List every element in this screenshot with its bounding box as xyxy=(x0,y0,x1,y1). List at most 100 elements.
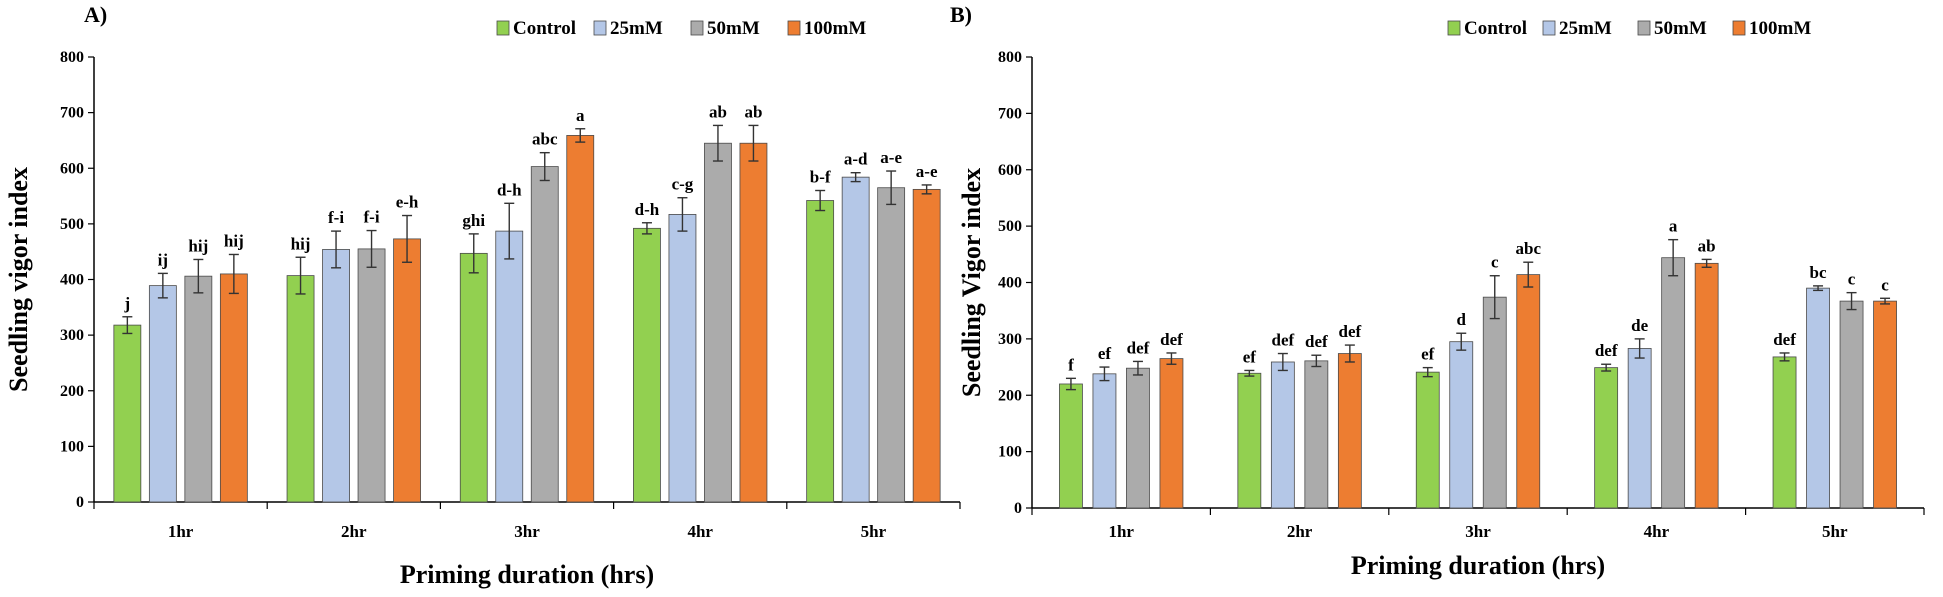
significance-label: ab xyxy=(1698,236,1716,255)
significance-label: a xyxy=(1669,217,1678,236)
significance-label: def xyxy=(1127,338,1150,357)
bar xyxy=(530,166,559,503)
bar xyxy=(113,324,142,503)
bar xyxy=(1627,348,1652,509)
x-category-label: 4hr xyxy=(687,522,713,541)
y-tick-label: 400 xyxy=(60,272,84,289)
bar xyxy=(357,248,386,503)
x-category-label: 5hr xyxy=(1822,522,1848,541)
significance-label: c xyxy=(1881,275,1889,294)
bar xyxy=(1839,300,1864,509)
chart-panel-b: B) 0 100 200 300 400 500 600 700 800 1hr 2hr 3hr 4hr 5… xyxy=(950,2,1925,580)
significance-label: a-d xyxy=(844,150,868,169)
x-category-label: 5hr xyxy=(861,522,887,541)
significance-label: def xyxy=(1595,341,1618,360)
y-tick-label: 200 xyxy=(60,383,84,400)
legend-label: 50mM xyxy=(1654,18,1707,39)
significance-label: d-h xyxy=(497,180,522,199)
bar xyxy=(877,187,906,503)
bar xyxy=(668,214,697,503)
bar xyxy=(1304,360,1329,509)
significance-label: e-h xyxy=(396,193,419,212)
y-tick-label: 0 xyxy=(76,494,84,511)
y-tick-label: 100 xyxy=(60,438,84,455)
significance-label: b-f xyxy=(810,168,831,187)
bar xyxy=(1126,367,1150,509)
y-axis-title: Seedling Vigor index xyxy=(957,168,986,397)
significance-label: ij xyxy=(158,250,168,269)
bar xyxy=(495,230,524,503)
significance-label: bc xyxy=(1810,263,1827,282)
bar xyxy=(1806,287,1830,509)
legend-label: Control xyxy=(513,18,576,39)
significance-label: def xyxy=(1305,332,1328,351)
legend-label: Control xyxy=(1464,18,1527,39)
legend-label: 25mM xyxy=(1559,18,1612,39)
bar xyxy=(1237,372,1262,509)
y-tick-label: 500 xyxy=(60,216,84,233)
legend-swatch xyxy=(593,20,607,36)
bar xyxy=(806,200,835,503)
significance-label: ef xyxy=(1421,345,1435,364)
y-tick-label: 700 xyxy=(998,105,1022,122)
bar xyxy=(1449,341,1474,509)
bar xyxy=(1661,257,1686,509)
significance-label: def xyxy=(1773,330,1796,349)
legend-label: 50mM xyxy=(707,18,760,39)
y-tick-label: 100 xyxy=(998,444,1022,461)
bar xyxy=(1415,371,1440,509)
significance-label: def xyxy=(1272,331,1295,350)
legend-label: 100mM xyxy=(804,18,866,39)
y-tick-label: 800 xyxy=(60,49,84,66)
x-category-label: 1hr xyxy=(168,522,194,541)
x-category-label: 1hr xyxy=(1108,522,1134,541)
bar xyxy=(1092,373,1117,509)
significance-label: def xyxy=(1339,322,1362,341)
x-category-label: 4hr xyxy=(1644,522,1670,541)
panel-label: A) xyxy=(84,2,107,27)
x-category-label: 3hr xyxy=(514,522,540,541)
significance-label: ghi xyxy=(462,211,485,230)
bar xyxy=(184,275,213,503)
significance-label: j xyxy=(124,294,131,313)
significance-label: c xyxy=(1848,270,1856,289)
x-category-label: 3hr xyxy=(1465,522,1491,541)
significance-label: c xyxy=(1491,253,1499,272)
bar xyxy=(566,135,595,503)
significance-label: ab xyxy=(744,102,762,121)
significance-label: hij xyxy=(291,234,311,253)
chart-panel-a: A) 0 100 200 300 400 500 600 700 800 1hr 2hr 3hr 4hr 5… xyxy=(4,2,961,589)
bar xyxy=(704,142,732,503)
legend-swatch xyxy=(496,20,510,36)
bar xyxy=(739,142,768,503)
bar xyxy=(1270,361,1295,509)
bar xyxy=(1516,274,1541,509)
y-axis-title: Seedling vigor index xyxy=(4,167,33,392)
legend-label: 100mM xyxy=(1749,18,1811,39)
y-tick-label: 600 xyxy=(60,160,84,177)
x-category-label: 2hr xyxy=(1287,522,1313,541)
y-tick-label: 200 xyxy=(998,387,1022,404)
y-tick-label: 500 xyxy=(998,218,1022,235)
x-axis-title: Priming duration (hrs) xyxy=(400,560,654,589)
bar xyxy=(1873,300,1897,509)
legend-swatch xyxy=(1542,20,1556,36)
bar xyxy=(393,238,421,503)
x-category-label: 2hr xyxy=(341,522,367,541)
bar xyxy=(322,249,350,503)
y-tick-label: 600 xyxy=(998,162,1022,179)
significance-label: hij xyxy=(188,236,208,255)
y-tick-label: 300 xyxy=(60,327,84,344)
significance-label: ef xyxy=(1243,347,1257,366)
significance-label: d xyxy=(1457,310,1467,329)
significance-label: d-h xyxy=(635,200,660,219)
legend-swatch xyxy=(1447,20,1461,36)
y-tick-label: 800 xyxy=(998,49,1022,66)
significance-label: hij xyxy=(224,231,244,250)
significance-label: c-g xyxy=(672,175,694,194)
panel-label: B) xyxy=(950,2,972,27)
bar xyxy=(912,188,941,503)
significance-label: a xyxy=(576,106,585,125)
significance-label: abc xyxy=(1516,239,1542,258)
